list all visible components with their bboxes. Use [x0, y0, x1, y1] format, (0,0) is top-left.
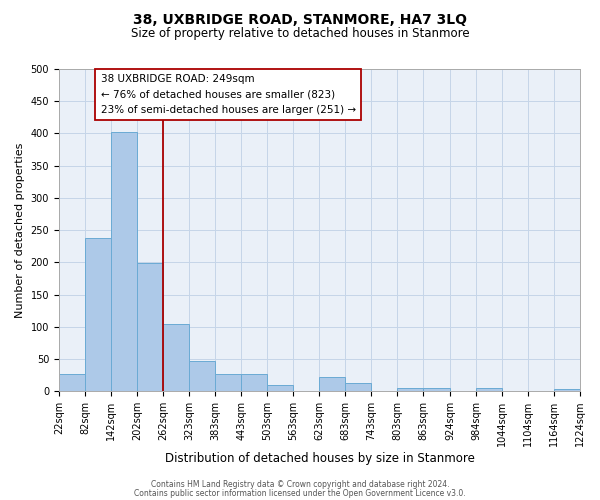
Text: Size of property relative to detached houses in Stanmore: Size of property relative to detached ho…	[131, 28, 469, 40]
Text: Contains public sector information licensed under the Open Government Licence v3: Contains public sector information licen…	[134, 488, 466, 498]
Bar	[59, 374, 85, 391]
Bar	[476, 388, 502, 391]
Bar	[424, 388, 450, 391]
Bar	[190, 361, 215, 391]
Bar	[137, 263, 163, 391]
Bar	[163, 324, 190, 391]
Bar	[346, 384, 371, 391]
Y-axis label: Number of detached properties: Number of detached properties	[15, 142, 25, 318]
Bar	[215, 374, 241, 391]
Bar	[397, 388, 424, 391]
Text: Contains HM Land Registry data © Crown copyright and database right 2024.: Contains HM Land Registry data © Crown c…	[151, 480, 449, 489]
Bar	[268, 386, 293, 391]
Text: 38 UXBRIDGE ROAD: 249sqm
← 76% of detached houses are smaller (823)
23% of semi-: 38 UXBRIDGE ROAD: 249sqm ← 76% of detach…	[101, 74, 356, 115]
Bar	[554, 388, 580, 391]
X-axis label: Distribution of detached houses by size in Stanmore: Distribution of detached houses by size …	[164, 452, 475, 465]
Bar	[319, 377, 346, 391]
Bar	[85, 238, 111, 391]
Bar	[111, 132, 137, 391]
Text: 38, UXBRIDGE ROAD, STANMORE, HA7 3LQ: 38, UXBRIDGE ROAD, STANMORE, HA7 3LQ	[133, 12, 467, 26]
Bar	[241, 374, 268, 391]
